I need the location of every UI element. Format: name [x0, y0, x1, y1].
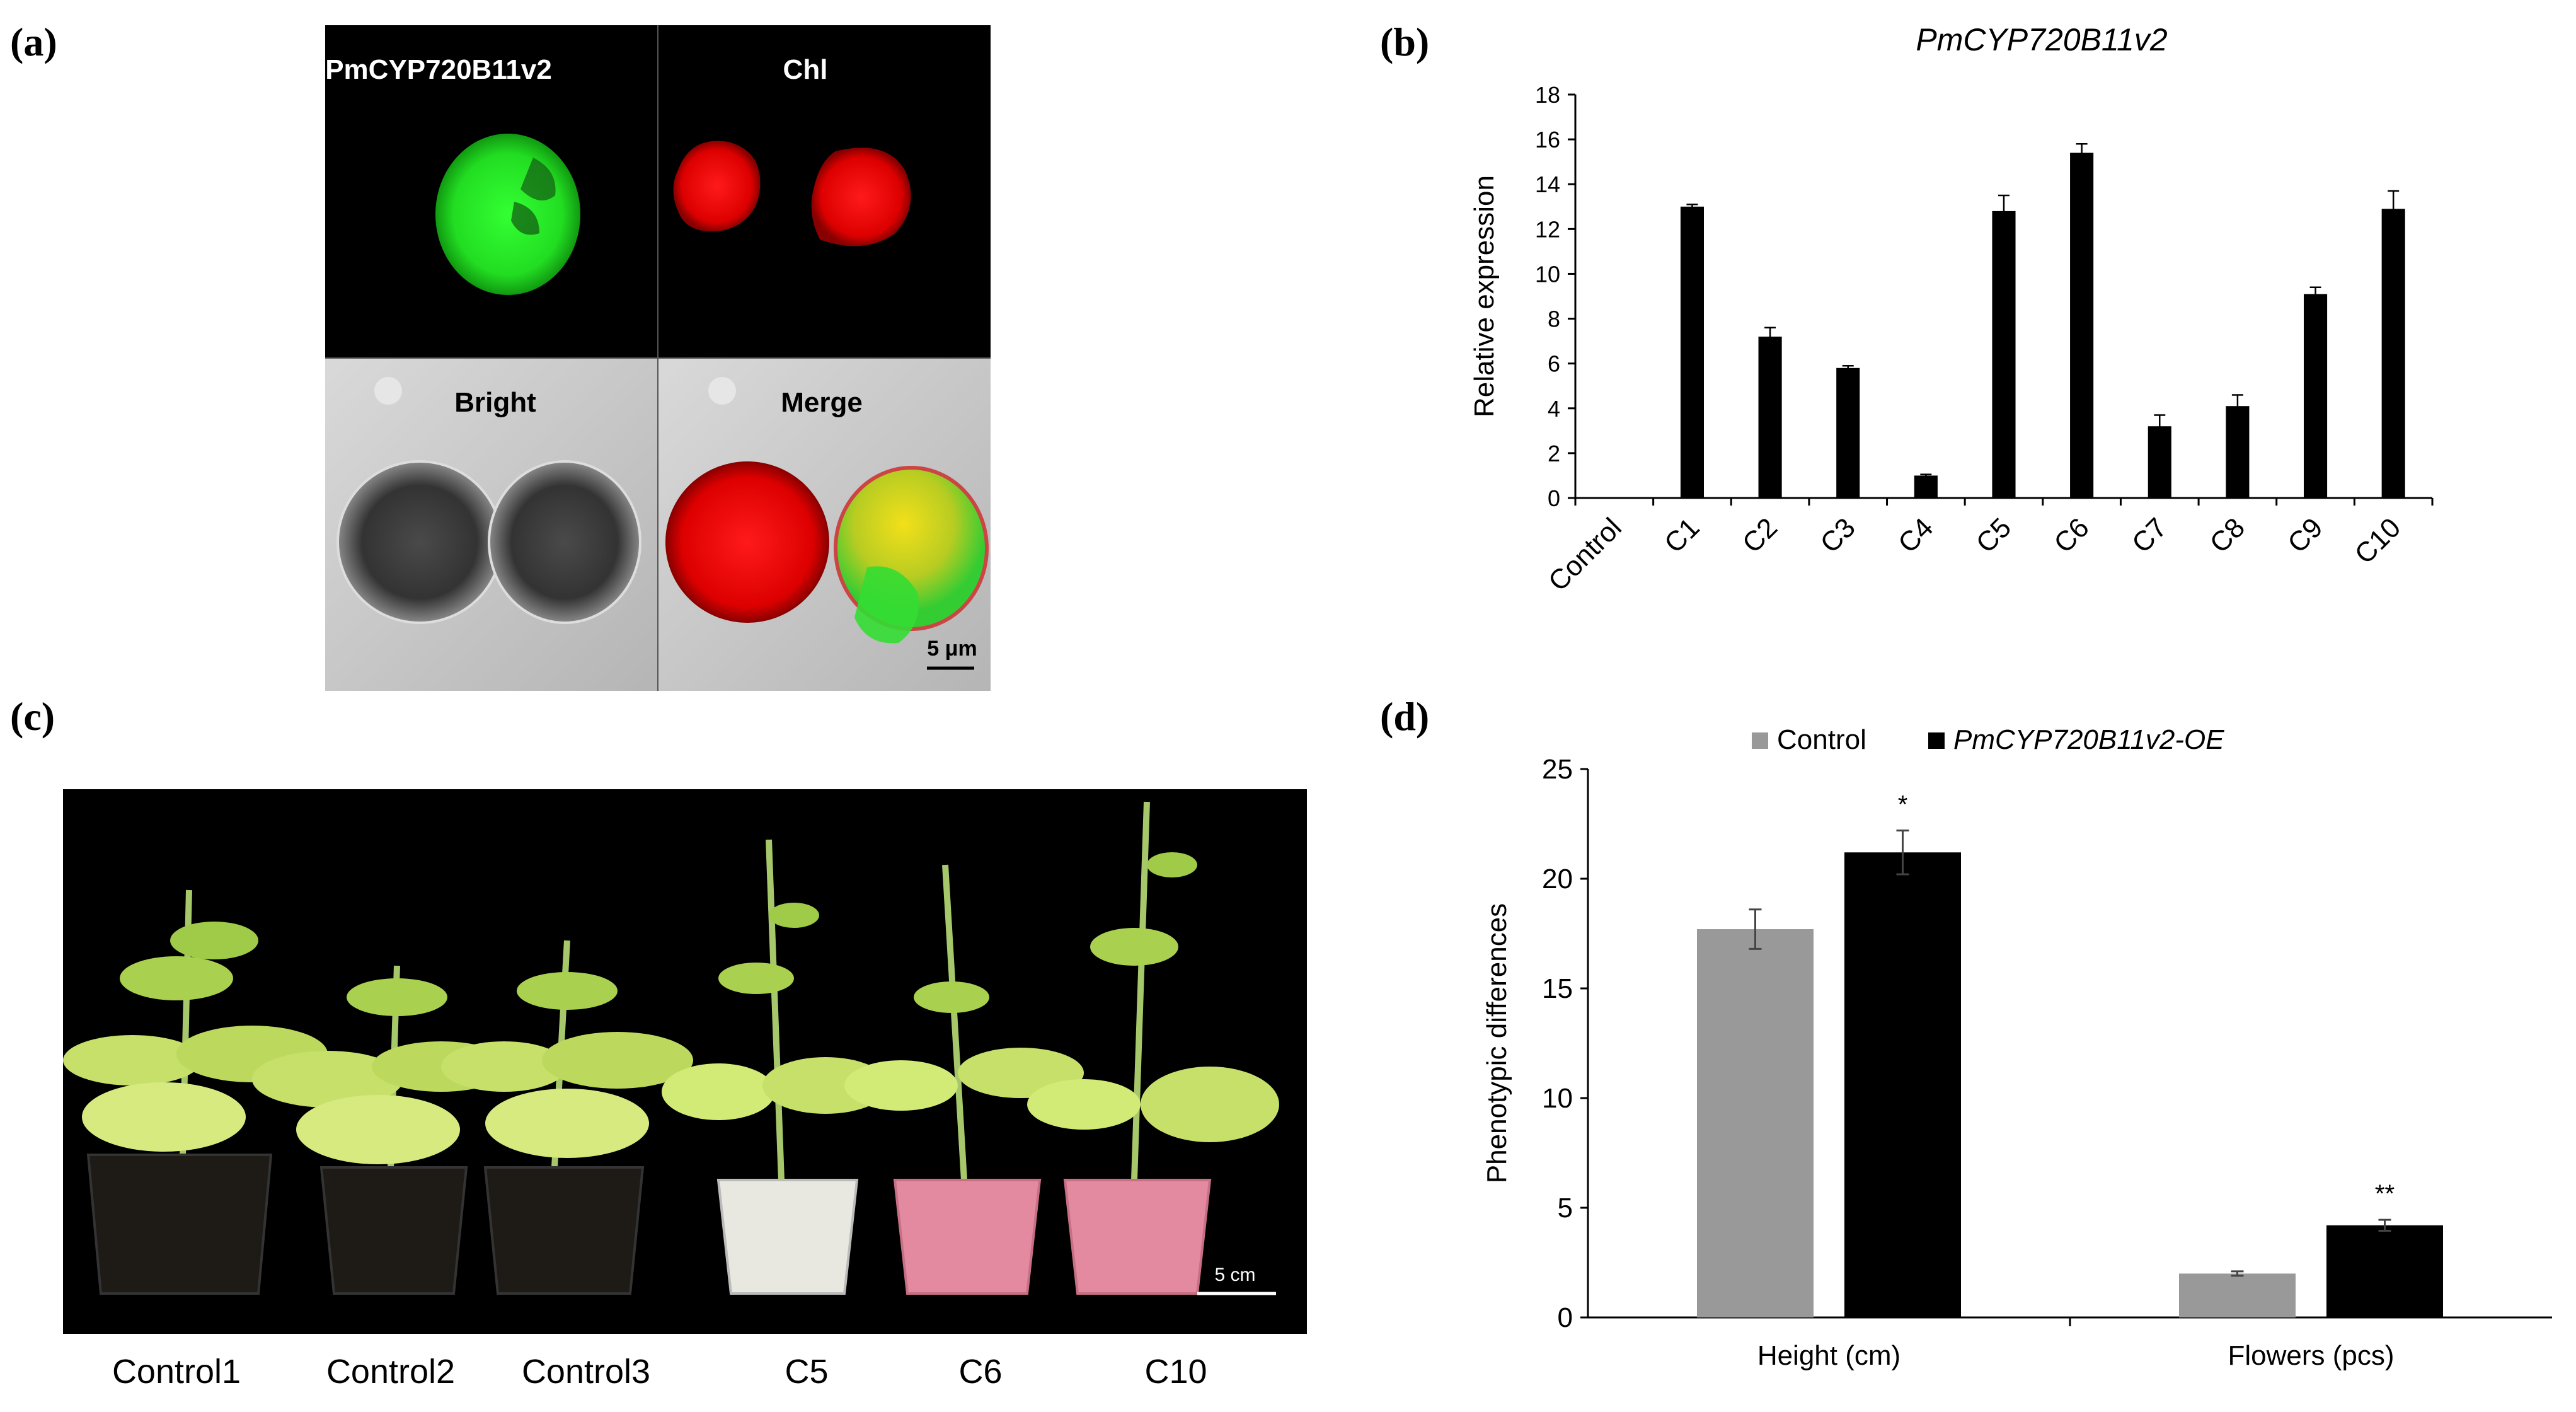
plant-label-control3: Control3 [521, 1353, 651, 1391]
chart-b-y-label: Relative expression [1469, 175, 1500, 417]
chart-b-x-tick-label: C3 [1814, 512, 1861, 558]
chart-d-bar [1697, 929, 1814, 1317]
chart-d-legend-label: Control [1777, 724, 1866, 755]
chart-b-x-tick-label: C6 [2048, 512, 2095, 558]
chl-cell-right [811, 148, 911, 246]
chart-b-bar [2148, 426, 2171, 498]
micrograph-grid: PmCYP720B11v2 Chl Bright Merge 5 μm [325, 25, 991, 691]
plant-label-control2: Control2 [326, 1353, 456, 1391]
chl-cell-left [673, 141, 761, 231]
label-bright: Bright [454, 387, 536, 418]
chart-b-bar [2070, 153, 2094, 498]
chart-relative-expression: PmCYP720B11v2 0 2 4 6 8 10 12 14 16 18 Relative exp… [1469, 22, 2434, 597]
chart-d-y-tick-label: 15 [1542, 973, 1573, 1004]
panel-label-b: (b) [1380, 20, 1430, 64]
chart-d-legend-swatch [1928, 732, 1945, 749]
chart-d-legend-label: PmCYP720B11v2-OE [1953, 724, 2224, 755]
chart-b-y-tick-label: 0 [1548, 485, 1560, 511]
plant-c6 [844, 864, 1084, 1295]
plant-label-control1: Control1 [112, 1353, 241, 1391]
chart-b-bar [2226, 406, 2250, 498]
label-merge: Merge [781, 387, 863, 418]
chart-d-y-tick-label: 5 [1558, 1193, 1573, 1224]
chart-b-x-tick-label: Control [1543, 512, 1628, 597]
chart-b-x-tick-label: C10 [2349, 512, 2407, 570]
plant-photo: 5 cm [63, 789, 1307, 1334]
chart-b-y-tick-label: 18 [1535, 82, 1560, 108]
chart-b-y-tick-label: 10 [1535, 261, 1560, 287]
bright-cell-right [488, 460, 641, 624]
chart-d-bar [1844, 852, 1961, 1317]
chart-b-y-tick-label: 14 [1535, 171, 1560, 197]
plant-c10 [1027, 801, 1279, 1295]
chart-b-x-tick-label: C8 [2204, 512, 2251, 558]
chart-d-y-tick-label: 20 [1542, 864, 1573, 894]
chart-d-significance: * [1898, 790, 1908, 818]
panel-label-c: (c) [10, 694, 55, 739]
bright-cell-left [336, 460, 503, 624]
chart-b-y-tick-label: 8 [1548, 306, 1560, 332]
chart-b-x-tick-label: C1 [1659, 512, 1705, 558]
plant-control1 [63, 889, 328, 1295]
chart-d-x-tick-label: Height (cm) [1757, 1340, 1900, 1371]
chart-phenotypic-differences: Control PmCYP720B11v2-OE 0 5 10 15 20 25 Phenoty… [1481, 724, 2552, 1371]
chart-d-bar [2179, 1273, 2296, 1317]
label-chl: Chl [783, 54, 828, 85]
chart-d-y-tick-label: 25 [1542, 754, 1573, 785]
chart-d-legend-swatch [1752, 732, 1768, 749]
chart-b-y-tick-label: 4 [1548, 396, 1560, 422]
gfp-cell [435, 134, 580, 295]
panel-label-a: (a) [10, 20, 57, 64]
plant-control3 [441, 940, 693, 1295]
plant-label-c6: C6 [958, 1353, 1003, 1391]
chart-b-y-tick-label: 12 [1535, 216, 1560, 242]
chart-b-bar [1836, 367, 1860, 498]
plant-label-c10: C10 [1144, 1353, 1207, 1391]
chart-d-significance: ** [2375, 1180, 2395, 1208]
chart-d-x-tick-label: Flowers (pcs) [2228, 1340, 2394, 1371]
chart-b-x-tick-label: C9 [2282, 512, 2328, 558]
chart-b-bar [1680, 206, 1704, 498]
chart-b-x-tick-label: C2 [1737, 512, 1783, 558]
plant-label-c5: C5 [785, 1353, 829, 1391]
chart-b-x-tick-label: C5 [1970, 512, 2017, 558]
chart-b-bar [1758, 337, 1782, 498]
chart-b-bar [1914, 475, 1938, 498]
merge-cell-left [665, 461, 829, 623]
chart-d-y-tick-label: 10 [1542, 1083, 1573, 1114]
chart-b-bar [1992, 211, 2016, 498]
chart-b-y-tick-label: 2 [1548, 441, 1560, 466]
chart-b-bar [2381, 209, 2405, 498]
micro-scale-label: 5 μm [927, 637, 977, 661]
chart-b-y-tick-label: 6 [1548, 351, 1560, 377]
chart-d-y-label: Phenotypic differences [1481, 903, 1512, 1183]
photo-scale-label: 5 cm [1214, 1264, 1255, 1285]
chart-b-x-tick-label: C7 [2126, 512, 2173, 558]
chart-d-y-tick-label: 0 [1558, 1302, 1573, 1333]
chart-b-x-tick-label: C4 [1892, 512, 1939, 558]
label-gfp: PmCYP720B11v2 [325, 54, 552, 85]
panel-label-d: (d) [1380, 694, 1430, 739]
chart-b-bar [2304, 294, 2328, 498]
chart-b-title: PmCYP720B11v2 [1916, 22, 2167, 57]
chart-b-y-tick-label: 16 [1535, 127, 1560, 153]
chart-d-bar [2326, 1225, 2443, 1317]
